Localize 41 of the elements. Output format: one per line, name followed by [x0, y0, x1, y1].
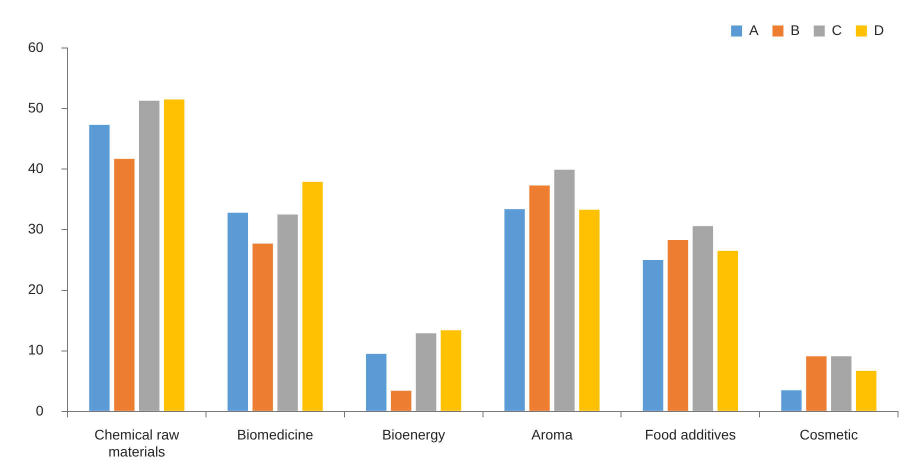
y-tick-label: 0	[36, 402, 44, 418]
y-tick-label: 20	[28, 281, 44, 298]
x-tick-label: Biomedicine	[237, 426, 314, 443]
bar	[642, 260, 664, 411]
bar	[718, 250, 738, 411]
bar	[228, 212, 248, 411]
bar	[114, 158, 135, 411]
bar	[504, 209, 525, 411]
bar	[440, 330, 462, 411]
bar	[139, 100, 160, 411]
y-tick-label: 50	[28, 99, 44, 116]
y-tick-label: 30	[28, 220, 44, 237]
x-tick-label: Food additives	[644, 426, 736, 443]
bar	[668, 240, 688, 411]
bar	[554, 170, 575, 411]
x-tick-label: Bioenergy	[382, 426, 446, 443]
legend-label: D	[874, 22, 884, 38]
bar	[164, 99, 184, 411]
x-tick-label: Cosmetic	[800, 426, 858, 443]
y-tick-label: 60	[28, 38, 44, 55]
bar	[529, 185, 550, 411]
bar	[366, 354, 386, 411]
bar	[856, 370, 876, 411]
bar	[252, 244, 273, 411]
legend-label: B	[790, 22, 800, 38]
legend-label: A	[749, 22, 760, 38]
bar	[781, 390, 802, 411]
y-tick-label: 40	[28, 160, 44, 176]
bar	[579, 210, 600, 411]
x-tick-label: Chemical raw materials	[94, 426, 180, 460]
y-tick-label: 10	[28, 342, 44, 358]
bar	[692, 226, 714, 411]
x-tick-label: Aroma	[531, 426, 573, 443]
bar	[89, 124, 110, 411]
bar	[806, 356, 827, 411]
bar	[302, 182, 323, 411]
bar	[831, 356, 852, 411]
bar	[277, 214, 298, 411]
bar	[416, 333, 436, 411]
bar	[390, 390, 412, 411]
legend-label: C	[832, 22, 842, 38]
